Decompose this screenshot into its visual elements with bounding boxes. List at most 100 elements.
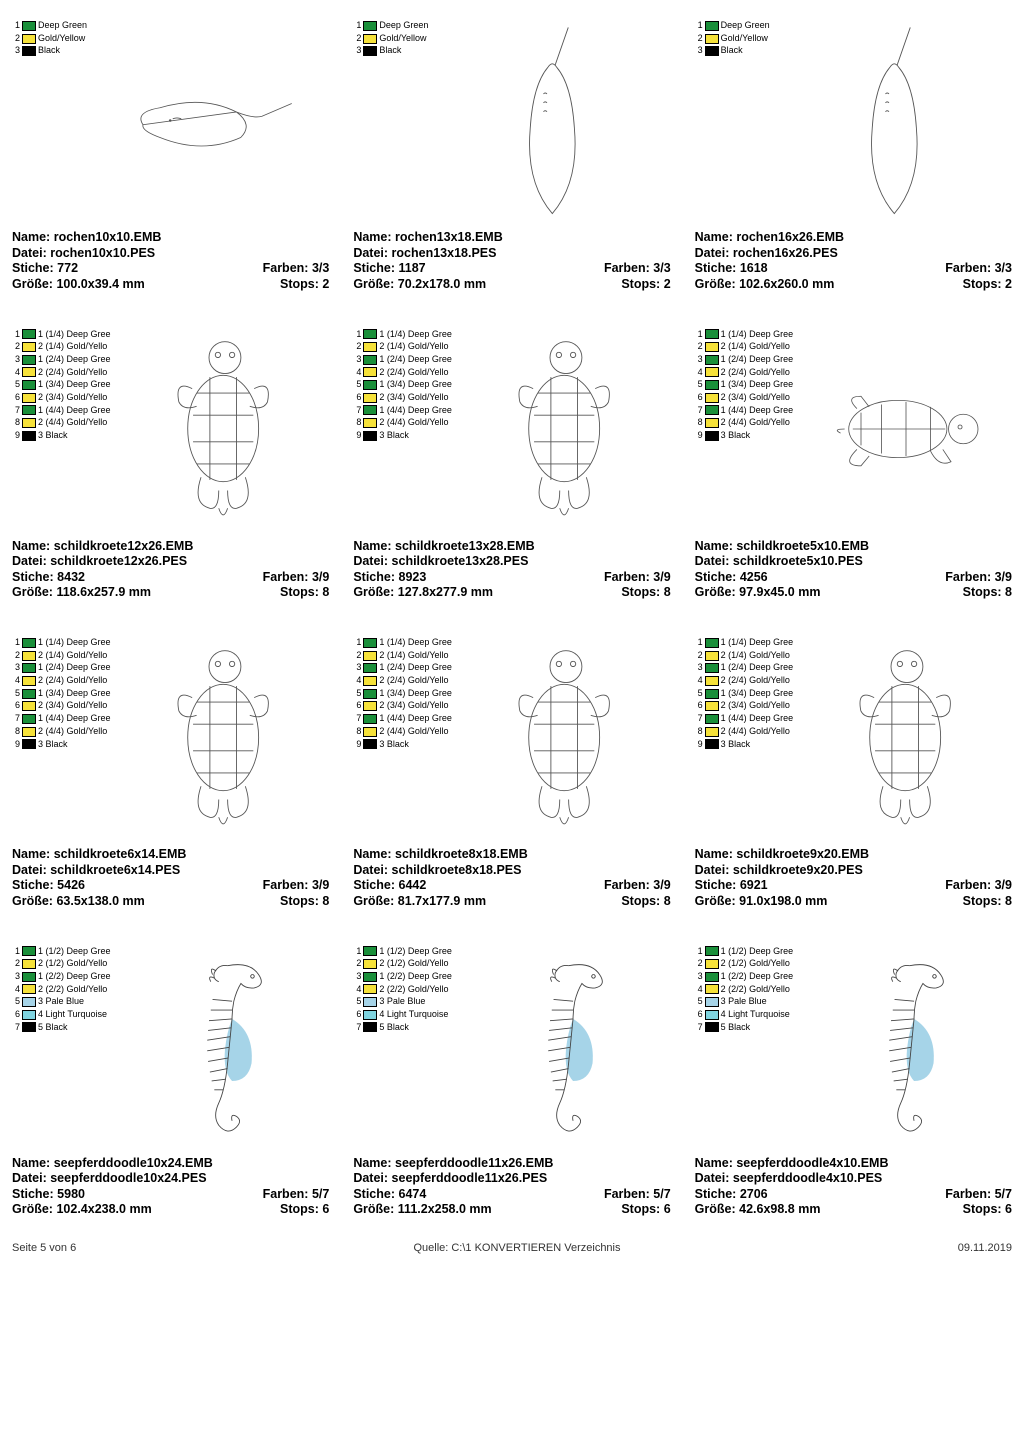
- legend-label: 3 Black: [38, 430, 68, 442]
- legend-row: 11 (1/4) Deep Gree: [12, 637, 111, 649]
- color-swatch: [363, 946, 377, 956]
- value-name: schildkroete5x10.EMB: [736, 539, 869, 553]
- value-stiche: 6442: [399, 878, 427, 892]
- color-swatch: [363, 329, 377, 339]
- legend-row: 2Gold/Yellow: [353, 33, 428, 45]
- color-swatch: [22, 701, 36, 711]
- legend-row: 51 (3/4) Deep Gree: [695, 379, 794, 391]
- legend-label: 3 Pale Blue: [379, 996, 425, 1008]
- legend-label: 2 (1/4) Gold/Yello: [379, 650, 448, 662]
- color-swatch: [363, 689, 377, 699]
- legend-num: 6: [353, 392, 361, 404]
- label-stiche: Stiche:: [12, 1187, 54, 1201]
- label-name: Name:: [12, 1156, 50, 1170]
- color-swatch: [22, 946, 36, 956]
- legend-label: 2 (4/4) Gold/Yello: [38, 417, 107, 429]
- legend-num: 3: [353, 971, 361, 983]
- value-stops: 8: [322, 585, 329, 599]
- value-groesse: 127.8x277.9 mm: [398, 585, 493, 599]
- label-farben: Farben:: [263, 1187, 309, 1201]
- label-name: Name:: [12, 847, 50, 861]
- color-swatch: [363, 1010, 377, 1020]
- legend-num: 6: [12, 1009, 20, 1021]
- label-datei: Datei:: [12, 1171, 47, 1185]
- legend-row: 31 (2/4) Deep Gree: [12, 662, 111, 674]
- design-card: 11 (1/4) Deep Gree2 2 (1/4) Gold/Yello31 …: [353, 637, 670, 910]
- label-name: Name:: [695, 1156, 733, 1170]
- legend-label: 2 (3/4) Gold/Yello: [379, 392, 448, 404]
- value-stops: 6: [664, 1202, 671, 1216]
- legend-row: 62 (3/4) Gold/Yello: [12, 392, 111, 404]
- label-groesse: Größe:: [353, 277, 394, 291]
- color-swatch: [363, 393, 377, 403]
- legend-row: 42 (2/4) Gold/Yello: [12, 367, 111, 379]
- legend-label: Gold/Yellow: [38, 33, 85, 45]
- color-swatch: [22, 1010, 36, 1020]
- legend-num: 7: [695, 405, 703, 417]
- label-stiche: Stiche:: [695, 570, 737, 584]
- label-stops: Stops:: [963, 1202, 1002, 1216]
- legend-num: 3: [695, 45, 703, 57]
- legend-row: 22 (1/2) Gold/Yello: [695, 958, 794, 970]
- color-swatch: [705, 997, 719, 1007]
- legend-num: 3: [12, 45, 20, 57]
- design-card: 11 (1/4) Deep Gree22 (1/4) Gold/Yello31 …: [353, 329, 670, 602]
- legend-row: 3Black: [695, 45, 770, 57]
- legend-row: 71 (4/4) Deep Gree: [353, 713, 452, 725]
- label-datei: Datei:: [695, 554, 730, 568]
- design-meta: Name: schildkroete13x28.EMB Datei: schil…: [353, 539, 670, 602]
- value-farben: 3/9: [653, 570, 670, 584]
- value-datei: seepferddoodle4x10.PES: [733, 1171, 882, 1185]
- legend-num: 1: [353, 637, 361, 649]
- color-legend: 1Deep Green2Gold/Yellow3Black: [353, 20, 428, 220]
- label-stops: Stops:: [621, 277, 660, 291]
- legend-label: 2 (1/4) Gold/Yello: [379, 341, 448, 353]
- legend-row: 31 (2/4) Deep Gree: [353, 662, 452, 674]
- legend-num: 2: [695, 650, 703, 662]
- label-stiche: Stiche:: [12, 878, 54, 892]
- legend-num: 7: [12, 405, 20, 417]
- design-meta: Name: schildkroete12x26.EMB Datei: schil…: [12, 539, 329, 602]
- legend-row: 11 (1/4) Deep Gree: [353, 637, 452, 649]
- label-datei: Datei:: [695, 246, 730, 260]
- label-name: Name:: [353, 539, 391, 553]
- color-swatch: [363, 638, 377, 648]
- value-stiche: 1618: [740, 261, 768, 275]
- value-farben: 3/9: [653, 878, 670, 892]
- design-thumbnail: [799, 329, 1012, 529]
- label-groesse: Größe:: [695, 277, 736, 291]
- label-groesse: Größe:: [12, 1202, 53, 1216]
- color-swatch: [22, 393, 36, 403]
- legend-num: 4: [353, 675, 361, 687]
- legend-num: 5: [695, 379, 703, 391]
- label-name: Name:: [695, 847, 733, 861]
- legend-num: 6: [695, 700, 703, 712]
- legend-label: 1 (1/2) Deep Gree: [38, 946, 111, 958]
- design-meta: Name: seepferddoodle10x24.EMB Datei: see…: [12, 1156, 329, 1219]
- legend-row: 2Gold/Yellow: [12, 33, 87, 45]
- legend-row: 11 (1/4) Deep Gree: [695, 329, 794, 341]
- label-farben: Farben:: [604, 261, 650, 275]
- value-stops: 8: [1005, 585, 1012, 599]
- legend-num: 4: [12, 984, 20, 996]
- legend-label: 5 Black: [38, 1022, 68, 1034]
- label-stops: Stops:: [280, 585, 319, 599]
- color-swatch: [22, 21, 36, 31]
- legend-num: 5: [12, 379, 20, 391]
- legend-num: 5: [353, 996, 361, 1008]
- label-name: Name:: [12, 230, 50, 244]
- legend-row: 31 (2/2) Deep Gree: [353, 971, 452, 983]
- legend-num: 2: [353, 650, 361, 662]
- legend-row: 82 (4/4) Gold/Yello: [12, 726, 111, 738]
- legend-num: 9: [695, 739, 703, 751]
- value-groesse: 63.5x138.0 mm: [56, 894, 144, 908]
- color-swatch: [363, 997, 377, 1007]
- legend-label: 1 (1/4) Deep Gree: [38, 637, 111, 649]
- design-thumbnail: [434, 20, 670, 220]
- legend-row: 93 Black: [12, 430, 111, 442]
- value-datei: schildkroete13x28.PES: [392, 554, 529, 568]
- legend-row: 51 (3/4) Deep Gree: [353, 688, 452, 700]
- color-swatch: [22, 638, 36, 648]
- legend-label: 2 (3/4) Gold/Yello: [38, 392, 107, 404]
- color-swatch: [22, 689, 36, 699]
